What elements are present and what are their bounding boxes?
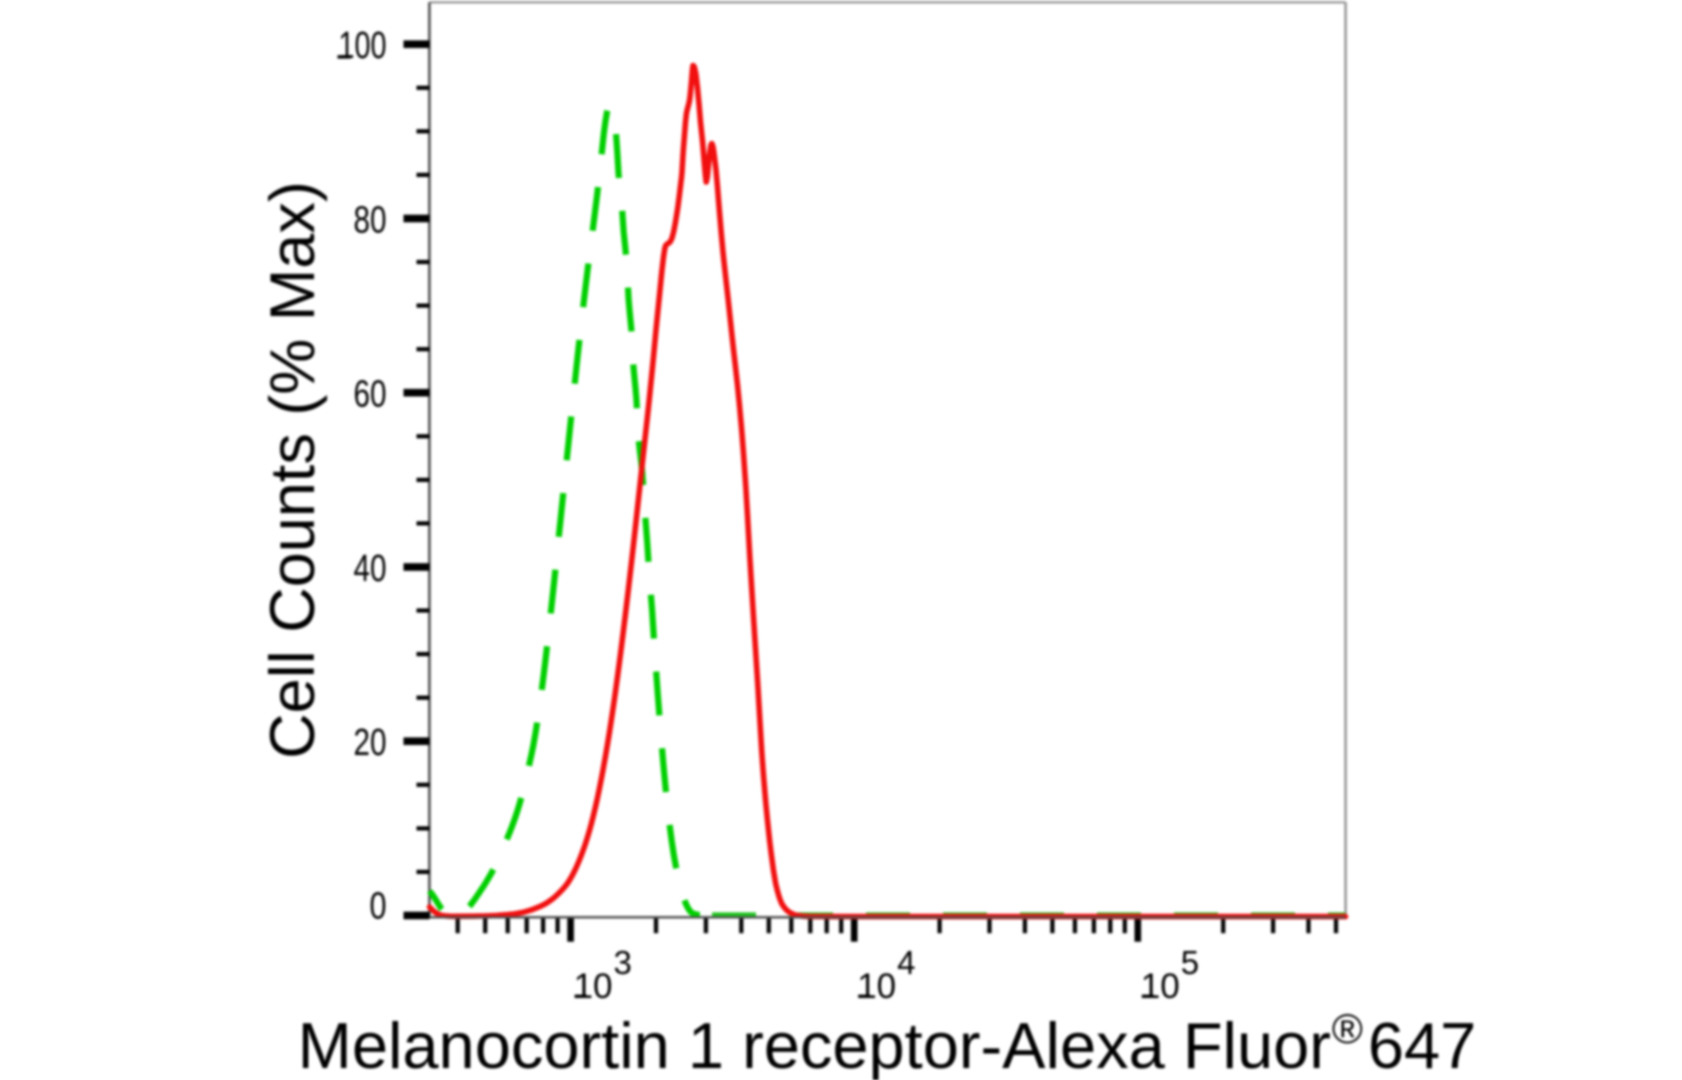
svg-text:0: 0 (370, 886, 387, 928)
svg-text:100: 100 (339, 25, 387, 67)
svg-text:40: 40 (354, 548, 387, 590)
svg-text:80: 80 (354, 199, 387, 241)
svg-text:60: 60 (354, 374, 387, 416)
svg-text:Cell Counts (% Max): Cell Counts (% Max) (258, 181, 328, 759)
svg-text:Melanocortin 1 receptor-Alexa: Melanocortin 1 receptor-Alexa Fluor®647 (298, 1005, 1477, 1080)
svg-text:20: 20 (354, 722, 387, 764)
